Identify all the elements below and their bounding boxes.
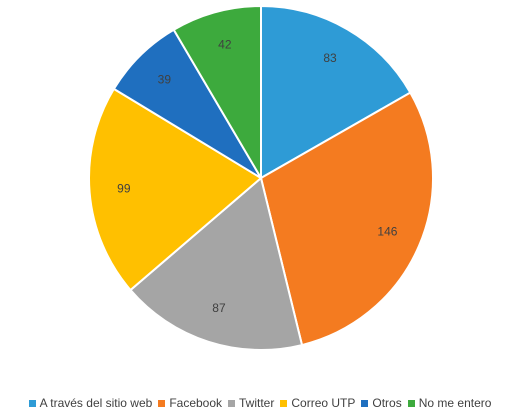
legend-label: A través del sitio web <box>39 396 153 410</box>
data-label-no-me-entero: 42 <box>218 37 232 51</box>
pie-slices <box>88 4 434 351</box>
legend-swatch <box>280 399 288 407</box>
legend-item-otros: Otros <box>361 396 402 410</box>
legend-swatch <box>158 399 166 407</box>
pie-slice-correo-utp <box>88 87 263 292</box>
pie-slice-facebook <box>259 91 434 347</box>
data-label-otros: 39 <box>158 72 172 86</box>
legend-label: Otros <box>372 396 402 410</box>
pie-slice-no-me-entero <box>172 4 262 182</box>
legend-swatch <box>407 399 415 407</box>
data-label-facebook: 146 <box>377 224 397 238</box>
legend-label: Correo UTP <box>291 396 356 410</box>
legend-swatch <box>228 399 236 407</box>
pie-slice-twitter <box>129 176 304 351</box>
legend-swatch <box>361 399 369 407</box>
pie-slice-a-traves-del-sitio-web <box>260 4 412 180</box>
legend-label: Facebook <box>169 396 223 410</box>
legend-item-no-me-entero: No me entero <box>407 396 492 410</box>
legend-item-correo-utp: Correo UTP <box>280 396 355 410</box>
legend-label: Twitter <box>239 396 275 410</box>
legend-item-a-traves-del-sitio-web: A través del sitio web <box>28 396 153 410</box>
data-label-correo-utp: 99 <box>117 181 131 195</box>
legend-label: No me entero <box>418 396 492 410</box>
legend-item-twitter: Twitter <box>228 396 274 410</box>
data-label-a-traves-del-sitio-web: 83 <box>323 51 337 65</box>
legend-swatch <box>28 399 36 407</box>
data-label-twitter: 87 <box>212 301 226 315</box>
pie-data-labels: 83 146 87 99 39 42 <box>117 37 398 315</box>
chart-legend: A través del sitio web Facebook Twitter Cor… <box>0 396 520 410</box>
legend-item-facebook: Facebook <box>158 396 222 410</box>
